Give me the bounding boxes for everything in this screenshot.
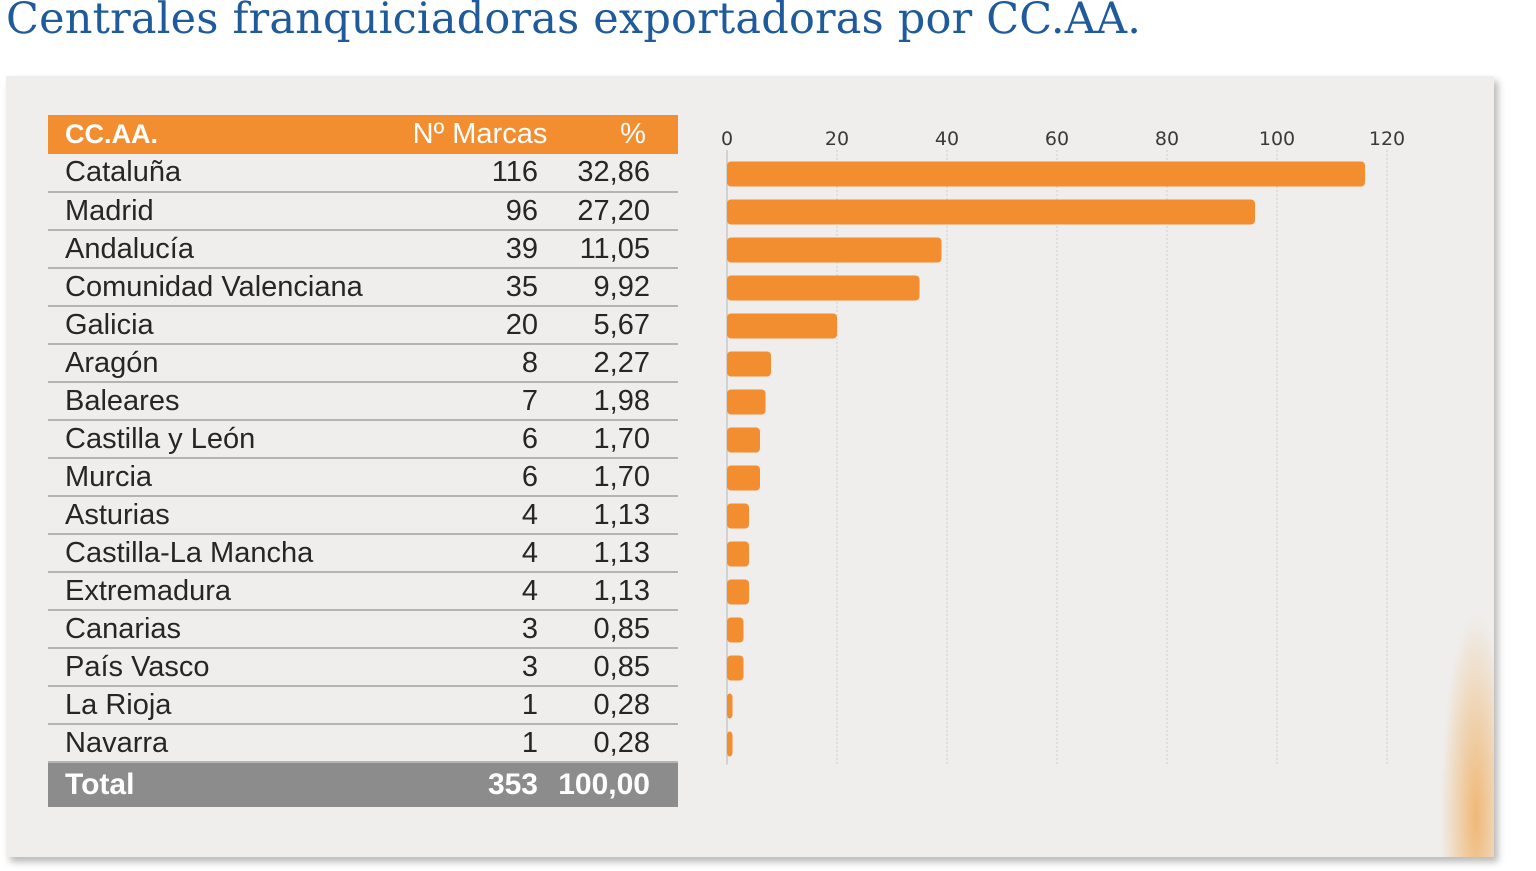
region-cell: Baleares [48,382,388,421]
table-row: Castilla y León 6 1,70 [48,420,678,459]
marcas-cell: 4 [388,496,548,535]
region-cell: Aragón [48,344,388,383]
percent-cell: 0,85 [548,610,678,649]
table-row: País Vasco 3 0,85 [48,648,678,687]
bar [727,731,733,757]
header-region: CC.AA. [65,119,158,149]
bar [727,655,744,681]
percent-cell: 0,28 [548,724,678,763]
region-cell: Madrid [48,192,388,231]
data-table: CC.AA. Nº Marcas % Cataluña 116 32,86 Madri… [48,115,678,807]
bar [727,503,749,529]
x-tick-label: 0 [721,128,733,150]
region-cell: Cataluña [48,154,388,193]
total-label: Total [65,768,135,801]
marcas-cell: 39 [388,230,548,269]
table-row: Aragón 8 2,27 [48,344,678,383]
percent-cell: 5,67 [548,306,678,345]
marcas-cell: 1 [388,724,548,763]
bar [727,693,733,719]
bar [727,465,760,491]
x-tick-label: 80 [1155,128,1179,150]
region-cell: Castilla-La Mancha [48,534,388,573]
percent-cell: 27,20 [548,192,678,231]
marcas-cell: 20 [388,306,548,345]
marcas-cell: 35 [388,268,548,307]
region-cell: La Rioja [48,686,388,725]
bar [727,275,920,301]
table-row: Comunidad Valenciana 35 9,92 [48,268,678,307]
percent-cell: 1,70 [548,420,678,459]
region-cell: Canarias [48,610,388,649]
percent-cell: 9,92 [548,268,678,307]
percent-cell: 1,13 [548,534,678,573]
x-tick-label: 60 [1045,128,1069,150]
region-cell: Castilla y León [48,420,388,459]
bar [727,389,766,415]
marcas-cell: 116 [388,154,548,193]
percent-cell: 32,86 [548,154,678,193]
region-cell: Extremadura [48,572,388,611]
marcas-cell: 8 [388,344,548,383]
marcas-cell: 3 [388,648,548,687]
percent-cell: 2,27 [548,344,678,383]
table-row: Galicia 20 5,67 [48,306,678,345]
table-row: Canarias 3 0,85 [48,610,678,649]
bar [727,579,749,605]
paint-splash-decoration [1434,577,1494,857]
table-row: La Rioja 1 0,28 [48,686,678,725]
bar [727,313,837,339]
marcas-cell: 6 [388,420,548,459]
marcas-cell: 6 [388,458,548,497]
bar [727,237,942,263]
percent-cell: 1,13 [548,572,678,611]
percent-cell: 0,85 [548,648,678,687]
percent-cell: 0,28 [548,686,678,725]
percent-cell: 11,05 [548,230,678,269]
x-tick-label: 120 [1369,128,1405,150]
total-marcas: 353 [487,768,538,801]
bar [727,427,760,453]
region-cell: Galicia [48,306,388,345]
marcas-cell: 4 [388,534,548,573]
header-percent: % [620,118,646,150]
region-cell: País Vasco [48,648,388,687]
region-cell: Comunidad Valenciana [48,268,388,307]
percent-cell: 1,13 [548,496,678,535]
page-title: Centrales franquiciadoras exportadoras p… [6,0,1142,44]
x-tick-label: 20 [825,128,849,150]
total-row: Total 353 100,00 [48,762,678,807]
marcas-cell: 1 [388,686,548,725]
table-row: Cataluña 116 32,86 [48,154,678,193]
marcas-cell: 3 [388,610,548,649]
table-row: Baleares 7 1,98 [48,382,678,421]
region-cell: Murcia [48,458,388,497]
header-marcas: Nº Marcas [412,118,548,150]
table-row: Andalucía 39 11,05 [48,230,678,269]
table-row: Castilla-La Mancha 4 1,13 [48,534,678,573]
bar [727,161,1365,187]
region-cell: Navarra [48,724,388,763]
table-row: Murcia 6 1,70 [48,458,678,497]
marcas-cell: 96 [388,192,548,231]
bar [727,351,771,377]
marcas-cell: 7 [388,382,548,421]
marcas-cell: 4 [388,572,548,611]
x-tick-label: 100 [1259,128,1295,150]
x-tick-label: 40 [935,128,959,150]
percent-cell: 1,70 [548,458,678,497]
table-row: Navarra 1 0,28 [48,724,678,763]
table-header-row: CC.AA. Nº Marcas % [48,115,678,154]
bar [727,617,744,643]
percent-cell: 1,98 [548,382,678,421]
table-row: Extremadura 4 1,13 [48,572,678,611]
table-row: Madrid 96 27,20 [48,192,678,231]
bar [727,541,749,567]
region-cell: Andalucía [48,230,388,269]
region-cell: Asturias [48,496,388,535]
table-row: Asturias 4 1,13 [48,496,678,535]
bar [727,199,1255,225]
total-percent: 100,00 [558,768,650,801]
